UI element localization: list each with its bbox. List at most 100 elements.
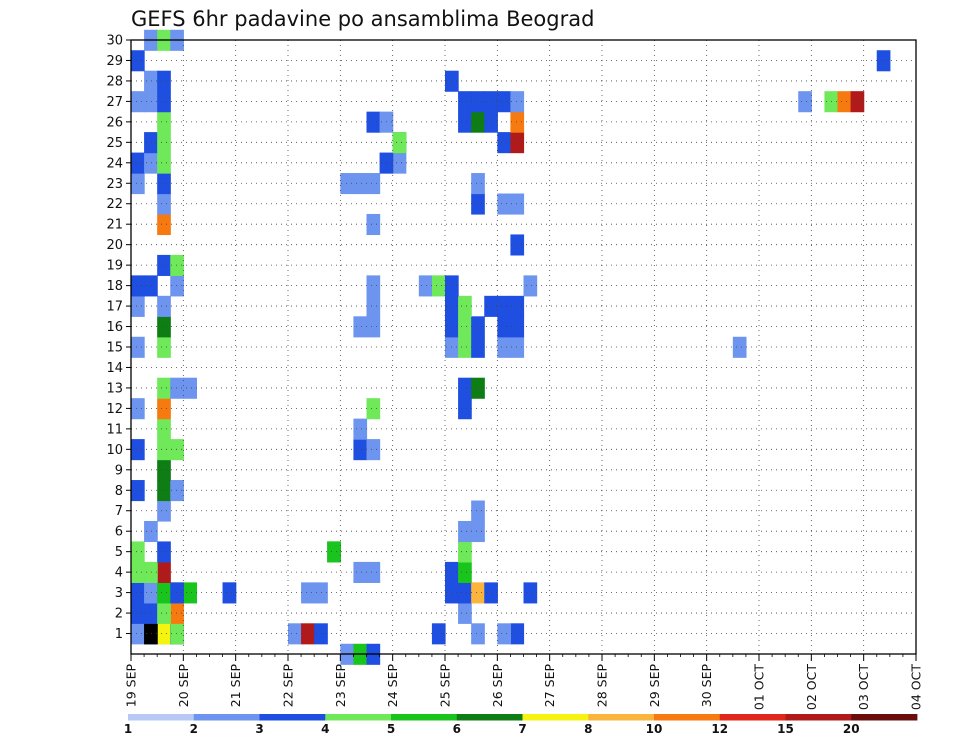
y-tick-label: 30 <box>106 34 123 49</box>
legend-tick-label: 10 <box>646 722 663 736</box>
y-tick-label: 8 <box>115 484 123 499</box>
x-tick-label: 26 SEP <box>490 664 505 708</box>
heatmap-cell <box>170 254 184 276</box>
x-tick-label: 21 SEP <box>228 664 243 708</box>
heatmap-cell <box>732 336 747 358</box>
heatmap-cell <box>497 623 512 645</box>
heatmap-cell <box>471 111 485 133</box>
legend-tick-label: 2 <box>190 722 198 736</box>
x-tick-label: 01 OCT <box>752 664 767 710</box>
heatmap-cell <box>471 173 485 195</box>
heatmap-cell <box>170 275 184 297</box>
color-legend: 1 2 3 4 5 6 7 8 10 12 15 20 <box>124 714 918 736</box>
heatmap-cell <box>510 111 525 133</box>
heatmap-cell <box>131 275 145 297</box>
y-tick-label: 17 <box>106 300 123 315</box>
heatmap-cell <box>458 561 472 583</box>
heatmap-cell <box>157 213 171 236</box>
heatmap-cell <box>131 295 145 317</box>
heatmap-cell <box>131 91 145 113</box>
x-tick-label: 04 OCT <box>909 664 924 710</box>
heatmap-cell <box>353 316 368 338</box>
heatmap-cell <box>523 582 538 604</box>
heatmap-cell <box>157 295 171 317</box>
heatmap-cell <box>418 275 433 297</box>
legend-color-swatch <box>259 714 326 721</box>
heatmap-cell <box>798 91 812 113</box>
heatmap-cell <box>353 561 368 583</box>
y-tick-label: 4 <box>115 566 123 581</box>
legend-color-swatch <box>193 714 260 721</box>
heatmap-cell <box>497 193 512 215</box>
heatmap-cell <box>157 602 171 624</box>
heatmap-cell <box>471 582 485 604</box>
heatmap-cell <box>157 316 171 338</box>
legend-color-swatch <box>654 714 721 721</box>
heatmap-cell <box>131 623 145 645</box>
heatmap-cell <box>144 91 158 113</box>
heatmap-cell <box>837 91 852 113</box>
heatmap-cell <box>471 500 485 522</box>
x-tick-label: 24 SEP <box>385 664 400 708</box>
heatmap-cell <box>157 132 171 154</box>
heatmap-cell <box>366 295 381 317</box>
heatmap-cell <box>170 439 184 461</box>
heatmap-cell <box>458 316 472 338</box>
heatmap-cell <box>157 582 171 604</box>
x-tick-label: 27 SEP <box>542 664 557 708</box>
y-tick-label: 22 <box>106 197 123 212</box>
heatmap-cell <box>144 561 158 583</box>
legend-color-swatch <box>785 714 852 721</box>
heatmap-cell <box>392 152 407 174</box>
heatmap-cell <box>131 173 145 195</box>
legend-tick-label: 12 <box>711 722 728 736</box>
legend-color-swatch <box>588 714 655 721</box>
heatmap-cell <box>510 193 525 215</box>
y-tick-label: 11 <box>106 422 123 437</box>
heatmap-cell <box>353 173 368 195</box>
y-tick-label: 25 <box>106 136 123 151</box>
y-tick-label: 23 <box>106 177 123 192</box>
heatmap-cell <box>458 91 472 113</box>
heatmap-cell <box>144 275 158 297</box>
heatmap-cell <box>458 111 472 133</box>
y-tick-label: 29 <box>106 54 123 69</box>
y-tick-label: 18 <box>106 279 123 294</box>
heatmap-cell <box>876 50 891 72</box>
heatmap-cell <box>471 316 485 338</box>
heatmap-cell <box>183 582 198 604</box>
heatmap-cell <box>510 336 525 358</box>
heatmap-cell <box>144 582 158 604</box>
heatmap-cell <box>366 111 381 133</box>
legend-color-swatch <box>456 714 523 721</box>
heatmap-cell <box>392 132 407 154</box>
heatmap-cell <box>471 91 485 113</box>
heatmap-cell <box>366 398 381 420</box>
heatmap-cell <box>471 336 485 358</box>
heatmap-cell <box>366 439 381 461</box>
heatmap-cell <box>458 295 472 317</box>
heatmap-cell <box>366 561 381 583</box>
heatmap-cell <box>157 561 171 583</box>
heatmap-cell <box>510 132 525 154</box>
y-tick-label: 12 <box>106 402 123 417</box>
heatmap-cell <box>458 377 472 399</box>
heatmap-cell <box>157 173 171 195</box>
heatmap-cell <box>144 602 158 624</box>
x-tick-label: 19 SEP <box>124 664 139 708</box>
heatmap-cell <box>497 132 512 154</box>
legend-tick-label: 8 <box>584 722 592 736</box>
heatmap-cell <box>131 439 145 461</box>
heatmap-cell <box>510 623 525 645</box>
x-tick-label: 20 SEP <box>176 664 191 708</box>
heatmap-cell <box>366 213 381 236</box>
heatmap-cell <box>510 91 525 113</box>
legend-color-swatch <box>719 714 786 721</box>
heatmap-cell <box>510 295 525 317</box>
heatmap-cell <box>458 582 472 604</box>
heatmap-cell <box>157 459 171 481</box>
x-tick-label: 02 OCT <box>804 664 819 710</box>
y-tick-label: 15 <box>106 341 123 356</box>
heatmap-cell <box>523 275 538 297</box>
legend-color-swatch <box>325 714 392 721</box>
